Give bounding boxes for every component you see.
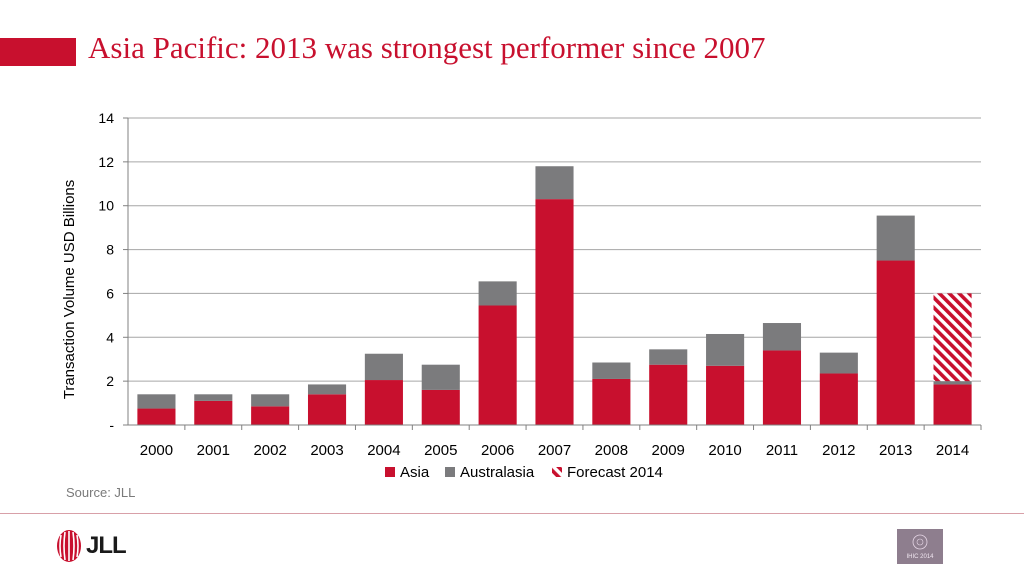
bar-asia-2006 xyxy=(478,305,517,425)
bar-australasia-2000 xyxy=(137,394,176,409)
legend-swatch xyxy=(385,467,395,477)
bar-australasia-2002 xyxy=(251,394,290,407)
bar-asia-2011 xyxy=(762,350,802,425)
y-tick-label: - xyxy=(109,417,114,433)
bar-asia-2013 xyxy=(876,260,915,425)
x-tick-label: 2001 xyxy=(197,442,230,459)
bar-australasia-2004 xyxy=(364,353,403,381)
y-tick-label: 10 xyxy=(98,198,114,214)
bar-asia-2003 xyxy=(307,394,347,425)
logo-text: JLL xyxy=(86,532,127,559)
jll-logo-icon xyxy=(57,530,81,562)
bar-asia-2010 xyxy=(706,365,745,425)
bar-asia-2000 xyxy=(137,408,176,425)
x-tick-label: 2005 xyxy=(424,442,457,459)
legend-label: Australasia xyxy=(460,464,535,481)
x-tick-label: 2000 xyxy=(140,442,173,459)
slide-title: Asia Pacific: 2013 was strongest perform… xyxy=(88,30,766,65)
x-tick-label: 2004 xyxy=(367,442,400,459)
bar-asia-2012 xyxy=(819,373,858,425)
y-tick-label: 2 xyxy=(106,373,114,389)
bar-asia-2001 xyxy=(194,400,233,425)
y-axis-title: Transaction Volume USD Billions xyxy=(61,180,78,400)
footer-divider xyxy=(0,513,1024,514)
y-tick-label: 14 xyxy=(98,110,114,126)
bar-asia-2007 xyxy=(535,199,574,425)
source-note: Source: JLL xyxy=(66,485,136,500)
bar-australasia-2006 xyxy=(478,281,517,306)
bar-australasia-2012 xyxy=(819,352,858,374)
bar-forecast-2014-2014 xyxy=(933,293,972,382)
badge-label: IHIC 2014 xyxy=(906,554,934,560)
bar-asia-2009 xyxy=(649,364,688,425)
y-tick-label: 8 xyxy=(106,242,114,258)
stacked-bar-chart: - 2 4 6 8 10 12 14 Transaction Volume USD Billio… xyxy=(61,110,982,481)
y-tick-label: 4 xyxy=(106,329,114,345)
legend-swatch xyxy=(552,467,562,477)
bar-australasia-2007 xyxy=(535,166,574,200)
badge-emblem-icon xyxy=(912,534,928,550)
bar-asia-2002 xyxy=(251,406,290,425)
bar-asia-2014 xyxy=(933,384,972,425)
y-tick-label: 6 xyxy=(106,285,114,301)
jll-logo: JLL xyxy=(56,526,127,566)
x-tick-label: 2007 xyxy=(538,442,571,459)
event-badge: IHIC 2014 xyxy=(897,529,943,564)
x-tick-label: 2002 xyxy=(253,442,286,459)
bar-australasia-2014 xyxy=(933,381,972,385)
bar-asia-2004 xyxy=(364,380,403,425)
bar-australasia-2005 xyxy=(421,364,460,390)
y-tick-label: 12 xyxy=(98,154,114,170)
bar-australasia-2001 xyxy=(194,394,233,401)
bar-australasia-2003 xyxy=(307,384,347,395)
bar-australasia-2008 xyxy=(592,362,631,379)
legend-label: Forecast 2014 xyxy=(567,464,663,481)
bar-australasia-2010 xyxy=(706,333,745,366)
bar-australasia-2011 xyxy=(762,323,802,351)
bar-australasia-2013 xyxy=(876,215,915,261)
legend-swatch xyxy=(445,467,455,477)
x-tick-label: 2013 xyxy=(879,442,912,459)
x-tick-label: 2012 xyxy=(822,442,855,459)
legend-label: Asia xyxy=(400,464,430,481)
bar-australasia-2009 xyxy=(649,349,688,365)
x-tick-label: 2010 xyxy=(708,442,741,459)
title-accent-bar xyxy=(0,38,76,66)
x-tick-label: 2006 xyxy=(481,442,514,459)
bar-asia-2005 xyxy=(421,389,460,425)
x-tick-label: 2011 xyxy=(766,442,798,459)
x-tick-label: 2014 xyxy=(936,442,969,459)
x-tick-label: 2009 xyxy=(652,442,685,459)
x-tick-label: 2008 xyxy=(595,442,628,459)
bar-asia-2008 xyxy=(592,378,631,425)
x-tick-label: 2003 xyxy=(310,442,343,459)
